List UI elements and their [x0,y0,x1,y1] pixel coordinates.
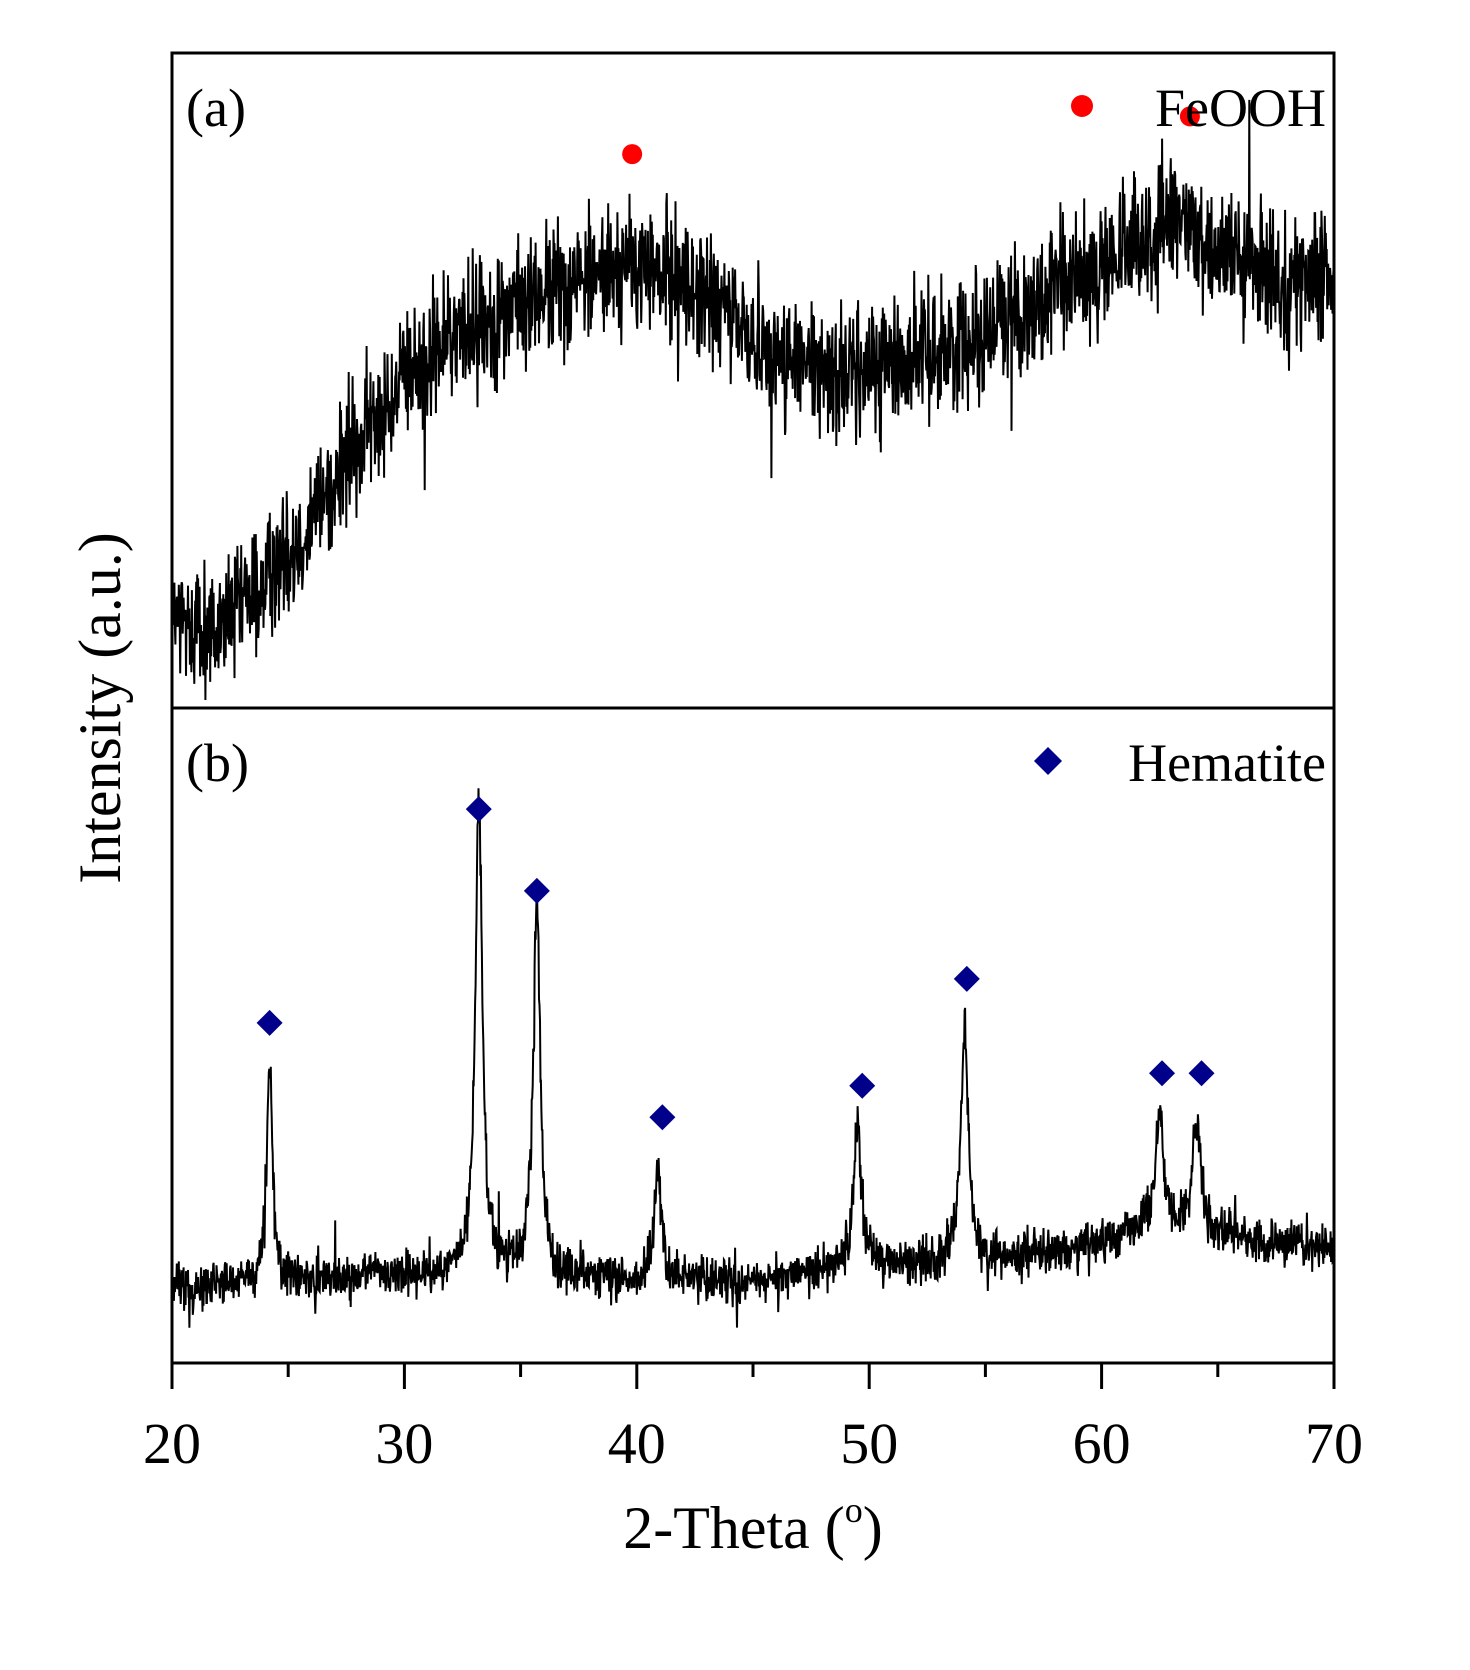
feooh-xrd-trace [171,99,1335,701]
feooh-peak-marker-2 [1179,106,1200,127]
x-axis-title-close: ) [863,1495,883,1561]
panel-a: (a) FeOOH [170,51,1336,710]
feooh-peak-marker-1 [622,144,643,165]
x-tick-label-30: 30 [375,1411,433,1476]
legend-hematite-label: Hematite [1128,733,1326,793]
hematite-peak-marker-4 [649,1104,676,1131]
x-tick-label-70: 70 [1305,1411,1363,1476]
x-ticks [170,1363,1336,1389]
hematite-peak-marker-2 [465,796,492,823]
feooh-peak-markers [622,106,1200,165]
hematite-xrd-trace [171,788,1335,1328]
hematite-peak-marker-1 [256,1009,283,1036]
hematite-peak-marker-7 [1149,1060,1176,1087]
hematite-peak-marker-6 [953,965,980,992]
legend-hematite: Hematite [1034,733,1326,793]
x-axis-title-degree: o [845,1490,863,1530]
hematite-peak-marker-3 [523,877,550,904]
panel-a-frame [170,51,1336,710]
hematite-peak-markers [256,796,1215,1131]
x-tick-label-50: 50 [840,1411,898,1476]
legend-hematite-diamond-marker [1034,747,1062,775]
x-tick-label-60: 60 [1073,1411,1131,1476]
panel-a-label: (a) [186,78,246,138]
panel-b-label: (b) [186,733,249,793]
x-axis-title-text: 2-Theta ( [623,1495,845,1561]
hematite-peak-marker-5 [849,1072,876,1099]
legend-feooh: FeOOH [1071,78,1326,138]
legend-feooh-label: FeOOH [1155,78,1326,138]
hematite-peak-marker-8 [1188,1060,1215,1087]
x-tick-label-20: 20 [143,1411,201,1476]
x-axis-title: 2-Theta (o) [623,1490,883,1561]
x-axis: 20 30 40 50 60 70 2-Theta (o) [143,1361,1363,1561]
y-axis-title: Intensity (a.u.) [67,532,133,884]
x-tick-labels: 20 30 40 50 60 70 [143,1411,1363,1476]
x-tick-label-40: 40 [608,1411,666,1476]
legend-feooh-circle-marker [1071,95,1093,117]
panel-b: (b) Hematite [170,706,1336,1365]
